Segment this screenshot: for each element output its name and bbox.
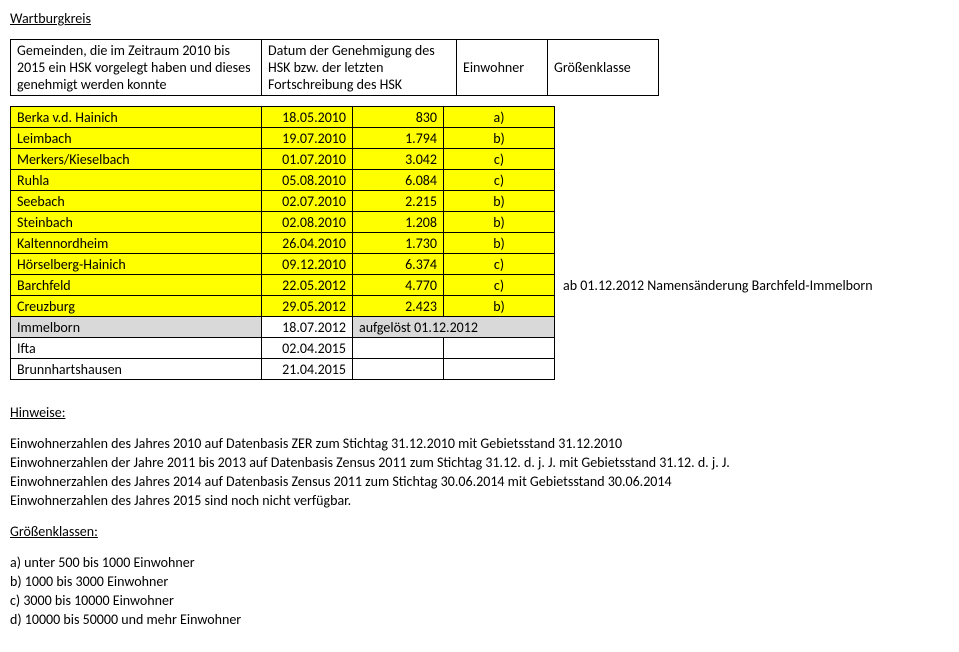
cell-name: Brunnhartshausen (11, 359, 262, 380)
cell-date: 09.12.2010 (262, 254, 353, 275)
cell-pop: 830 (353, 107, 444, 128)
cell-pop: 1.730 (353, 233, 444, 254)
table-row: Merkers/Kieselbach01.07.20103.042c) (11, 149, 880, 170)
cell-pop: 6.084 (353, 170, 444, 191)
cell-name: Merkers/Kieselbach (11, 149, 262, 170)
table-row: Hörselberg-Hainich09.12.20106.374c) (11, 254, 880, 275)
cell-pop: 2.215 (353, 191, 444, 212)
cell-class: b) (444, 191, 555, 212)
cell-class: b) (444, 128, 555, 149)
cell-name: Kaltennordheim (11, 233, 262, 254)
cell-class: c) (444, 254, 555, 275)
cell-annotation: ab 01.12.2012 Namensänderung Barchfeld-I… (555, 275, 880, 296)
cell-annotation (555, 233, 880, 254)
cell-class: c) (444, 275, 555, 296)
header-col-datum: Datum der Genehmigung des HSK bzw. der l… (262, 40, 457, 96)
cell-annotation (555, 338, 880, 359)
header-col-groessenklasse: Größenklasse (548, 40, 659, 96)
cell-annotation (555, 359, 880, 380)
cell-date: 05.08.2010 (262, 170, 353, 191)
cell-class (444, 338, 555, 359)
cell-class: a) (444, 107, 555, 128)
cell-annotation (555, 170, 880, 191)
class-line: c) 3000 bis 10000 Einwohner (10, 592, 959, 609)
cell-name: Berka v.d. Hainich (11, 107, 262, 128)
table-row: Barchfeld22.05.20124.770c)ab 01.12.2012 … (11, 275, 880, 296)
header-col-gemeinden: Gemeinden, die im Zeitraum 2010 bis 2015… (11, 40, 262, 96)
table-row: Immelborn18.07.2012aufgelöst 01.12.2012 (11, 317, 880, 338)
data-table: Berka v.d. Hainich18.05.2010830a)Leimbac… (10, 106, 880, 380)
cell-name: Seebach (11, 191, 262, 212)
cell-date: 22.05.2012 (262, 275, 353, 296)
cell-merged: aufgelöst 01.12.2012 (353, 317, 555, 338)
cell-date: 02.08.2010 (262, 212, 353, 233)
cell-date: 18.05.2010 (262, 107, 353, 128)
table-row: Berka v.d. Hainich18.05.2010830a) (11, 107, 880, 128)
cell-annotation (555, 254, 880, 275)
table-row: Kaltennordheim26.04.20101.730b) (11, 233, 880, 254)
cell-name: Steinbach (11, 212, 262, 233)
table-row: Steinbach02.08.20101.208b) (11, 212, 880, 233)
cell-name: Barchfeld (11, 275, 262, 296)
cell-class: c) (444, 170, 555, 191)
cell-class: b) (444, 233, 555, 254)
table-row: Ruhla05.08.20106.084c) (11, 170, 880, 191)
cell-annotation (555, 317, 880, 338)
cell-name: Ruhla (11, 170, 262, 191)
cell-name: Ifta (11, 338, 262, 359)
cell-pop: 1.208 (353, 212, 444, 233)
cell-class: c) (444, 149, 555, 170)
cell-name: Immelborn (11, 317, 262, 338)
cell-date: 29.05.2012 (262, 296, 353, 317)
cell-pop: 4.770 (353, 275, 444, 296)
hint-line: Einwohnerzahlen des Jahres 2014 auf Date… (10, 473, 959, 490)
cell-date: 18.07.2012 (262, 317, 353, 338)
table-row: Ifta02.04.2015 (11, 338, 880, 359)
page-title: Wartburgkreis (10, 10, 959, 27)
cell-annotation (555, 149, 880, 170)
cell-pop: 3.042 (353, 149, 444, 170)
table-row: Seebach02.07.20102.215b) (11, 191, 880, 212)
cell-class: b) (444, 212, 555, 233)
class-line: a) unter 500 bis 1000 Einwohner (10, 554, 959, 571)
cell-pop: 6.374 (353, 254, 444, 275)
hint-line: Einwohnerzahlen des Jahres 2010 auf Date… (10, 435, 959, 452)
cell-date: 26.04.2010 (262, 233, 353, 254)
cell-annotation (555, 107, 880, 128)
class-line: b) 1000 bis 3000 Einwohner (10, 573, 959, 590)
cell-date: 01.07.2010 (262, 149, 353, 170)
hints-section: Hinweise: Einwohnerzahlen des Jahres 201… (10, 404, 959, 628)
cell-class (444, 359, 555, 380)
cell-name: Creuzburg (11, 296, 262, 317)
cell-pop: 2.423 (353, 296, 444, 317)
cell-pop (353, 359, 444, 380)
header-col-einwohner: Einwohner (457, 40, 548, 96)
cell-name: Leimbach (11, 128, 262, 149)
table-row: Leimbach19.07.20101.794b) (11, 128, 880, 149)
classes-title: Größenklassen: (10, 523, 959, 540)
cell-date: 19.07.2010 (262, 128, 353, 149)
hints-title: Hinweise: (10, 404, 959, 421)
cell-annotation (555, 296, 880, 317)
cell-pop: 1.794 (353, 128, 444, 149)
table-row: Creuzburg29.05.20122.423b) (11, 296, 880, 317)
hint-line: Einwohnerzahlen des Jahres 2015 sind noc… (10, 492, 959, 509)
cell-date: 21.04.2015 (262, 359, 353, 380)
cell-annotation (555, 191, 880, 212)
header-table: Gemeinden, die im Zeitraum 2010 bis 2015… (10, 39, 659, 96)
table-row: Brunnhartshausen21.04.2015 (11, 359, 880, 380)
cell-class: b) (444, 296, 555, 317)
cell-name: Hörselberg-Hainich (11, 254, 262, 275)
cell-pop (353, 338, 444, 359)
cell-annotation (555, 128, 880, 149)
class-line: d) 10000 bis 50000 und mehr Einwohner (10, 611, 959, 628)
cell-date: 02.07.2010 (262, 191, 353, 212)
cell-date: 02.04.2015 (262, 338, 353, 359)
hint-line: Einwohnerzahlen der Jahre 2011 bis 2013 … (10, 454, 959, 471)
cell-annotation (555, 212, 880, 233)
